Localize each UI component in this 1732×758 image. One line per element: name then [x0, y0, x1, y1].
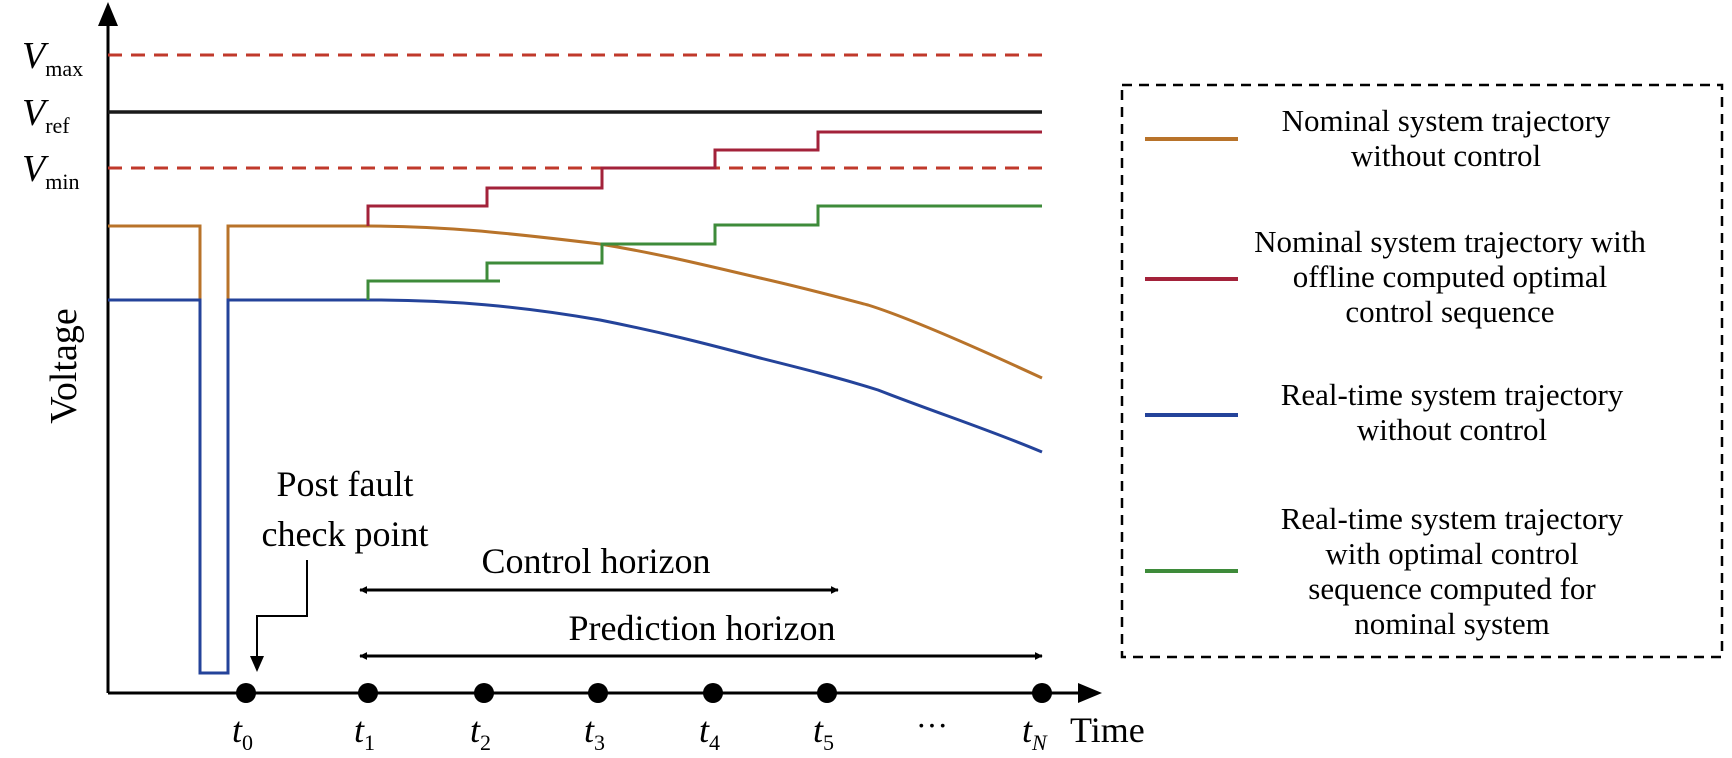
y-axis-label: Voltage: [43, 308, 85, 423]
legend-item-3-line2: without control: [1357, 412, 1547, 447]
legend: Nominal system trajectory without contro…: [1120, 83, 1724, 659]
vmin-label: Vmin: [22, 148, 79, 194]
time-point-t4: [703, 683, 723, 703]
realtime-trajectory-with-optimal-control: [366, 204, 1042, 300]
checkpoint-callout-line: [256, 560, 308, 660]
y-axis-arrow-icon: [98, 2, 118, 26]
tN-label: tN: [1022, 710, 1048, 755]
legend-item-4-line1: Real-time system trajectory: [1281, 501, 1624, 536]
legend-item-1-line1: Nominal system trajectory: [1282, 103, 1611, 138]
vmax-label: Vmax: [22, 35, 83, 81]
time-point-t2: [474, 683, 494, 703]
legend-item-1-line2: without control: [1351, 138, 1541, 173]
legend-item-4-line4: nominal system: [1354, 606, 1549, 641]
ellipsis-label: ···: [916, 707, 948, 743]
legend-border: [1120, 83, 1724, 659]
t4-label: t4: [699, 710, 720, 755]
checkpoint-label-line1: Post fault: [276, 464, 413, 504]
x-axis-label: Time: [1070, 710, 1145, 750]
legend-item-4-line2: with optimal control: [1325, 536, 1578, 571]
time-point-t3: [588, 683, 608, 703]
t2-label: t2: [470, 710, 491, 755]
t5-label: t5: [813, 710, 834, 755]
time-point-t0: [236, 683, 256, 703]
t3-label: t3: [584, 710, 605, 755]
t1-label: t1: [354, 710, 375, 755]
legend-item-3-line1: Real-time system trajectory: [1281, 377, 1624, 412]
prediction-horizon-label: Prediction horizon: [569, 608, 836, 648]
time-point-t1: [358, 683, 378, 703]
legend-item-2-line3: control sequence: [1345, 294, 1554, 329]
legend-item-2-line1: Nominal system trajectory with: [1254, 224, 1646, 259]
time-point-tN: [1032, 683, 1052, 703]
realtime-trajectory-without-control: [108, 298, 1043, 675]
vref-label: Vref: [22, 92, 70, 138]
legend-item-2-line2: offline computed optimal: [1293, 259, 1608, 294]
x-axis-arrow-icon: [1078, 683, 1102, 703]
control-horizon-label: Control horizon: [482, 541, 711, 581]
checkpoint-arrow-icon: [250, 656, 264, 672]
time-point-t5: [817, 683, 837, 703]
checkpoint-label-line2: check point: [262, 514, 429, 554]
legend-item-4-line3: sequence computed for: [1308, 571, 1596, 606]
nominal-trajectory-without-control: [108, 224, 1043, 380]
t0-label: t0: [232, 710, 253, 755]
nominal-trajectory-with-optimal-control: [366, 130, 1042, 226]
time-points: [236, 683, 1052, 703]
